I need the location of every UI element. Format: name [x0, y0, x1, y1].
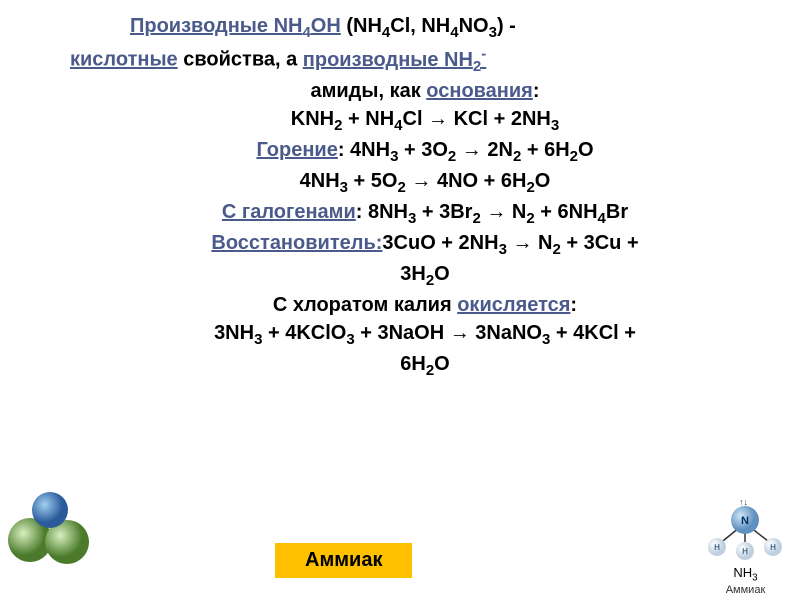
link-acidic: кислотные — [70, 49, 178, 71]
svg-text:N: N — [741, 515, 749, 527]
link-derivatives-2: производные NH2- — [303, 49, 487, 71]
svg-text:H: H — [714, 543, 720, 552]
line-8: Восстановитель:3CuO + 2NH3 → N2 + 3Cu + — [70, 229, 780, 260]
line-3: амиды, как основания: — [70, 77, 780, 105]
line-12: 6H2O — [70, 350, 780, 381]
link-derivatives-1: Производные NH4OH — [130, 15, 341, 37]
line-5: Горение: 4NH3 + 3O2 → 2N2 + 6H2O — [70, 136, 780, 167]
svg-text:H: H — [770, 543, 776, 552]
line-7: С галогенами: 8NH3 + 3Br2 → N2 + 6NH4Br — [70, 198, 780, 229]
chemistry-text-block: Производные NH4OH (NH4Cl, NH4NO3) - кисл… — [0, 0, 800, 391]
line-10: С хлоратом калия окисляется: — [70, 291, 780, 319]
line-11: 3NH3 + 4KClO3 + 3NaOH → 3NaNO3 + 4KCl + — [70, 319, 780, 350]
line-4: KNH2 + NH4Cl → KCl + 2NH3 — [70, 105, 780, 136]
link-halogens: С галогенами — [222, 201, 356, 223]
svg-text:H: H — [742, 547, 748, 556]
nh3-formula-text: NH3 — [703, 565, 788, 584]
nh3-structure-diagram: N H H H ↑↓ NH3 Аммиак — [703, 495, 788, 590]
link-combustion: Горение — [256, 139, 337, 161]
link-oxidized: окисляется — [457, 294, 570, 316]
line-1: Производные NH4OH (NH4Cl, NH4NO3) - — [70, 12, 780, 43]
ammonia-highlight-label: Аммиак — [275, 543, 412, 578]
link-reducer: Восстановитель: — [211, 232, 382, 254]
link-bases: основания — [426, 80, 533, 102]
svg-text:↑↓: ↑↓ — [739, 497, 748, 507]
molecule-3d-icon — [5, 480, 95, 570]
nh3-label-text: Аммиак — [703, 584, 788, 596]
line-9: 3H2O — [70, 260, 780, 291]
line-2: кислотные свойства, а производные NH2- — [70, 43, 780, 77]
line-6: 4NH3 + 5O2 → 4NO + 6H2O — [70, 167, 780, 198]
